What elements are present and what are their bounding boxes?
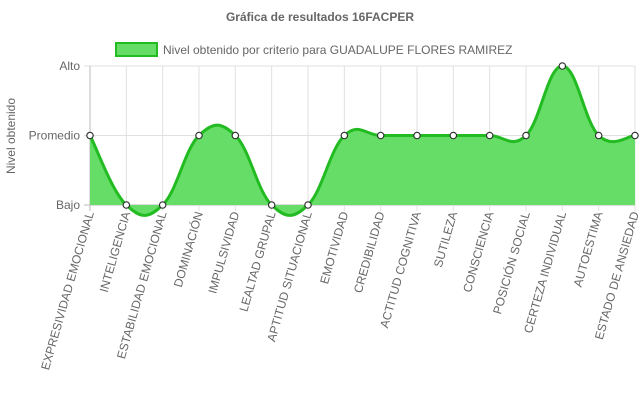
data-point-1[interactable] — [122, 201, 131, 209]
data-point-11[interactable] — [485, 131, 494, 140]
chart-title: Gráfica de resultados 16FACPER — [226, 10, 414, 24]
data-points — [86, 62, 639, 209]
data-point-8[interactable] — [376, 131, 385, 140]
data-point-10[interactable] — [449, 131, 458, 140]
data-point-5[interactable] — [267, 201, 276, 209]
x-tick-label: DOMINACIÓN — [170, 210, 206, 289]
x-tick-label: LEALTAD GRUPAL — [237, 210, 279, 314]
data-point-13[interactable] — [558, 62, 567, 70]
x-tick-label: INTELIGENCIA — [97, 210, 133, 294]
data-point-3[interactable] — [195, 131, 203, 140]
x-tick-label: CONSCIENCIA — [460, 210, 496, 294]
y-tick-label: Promedio — [29, 129, 81, 143]
data-point-0[interactable] — [86, 131, 94, 140]
data-point-14[interactable] — [594, 131, 603, 140]
legend-swatch[interactable] — [115, 42, 158, 57]
legend-label[interactable]: Nivel obtenido por criterio para GUADALU… — [163, 43, 512, 57]
data-point-6[interactable] — [304, 201, 312, 209]
x-tick-label: IMPULSIVIDAD — [205, 210, 242, 296]
x-tick-label: CREDIBILIDAD — [351, 210, 388, 295]
y-tick-label: Bajo — [56, 198, 80, 212]
x-tick-label: ACTITUD COGNITIVA — [377, 210, 424, 330]
data-point-7[interactable] — [340, 131, 349, 140]
x-axis-ticks: EXPRESIVIDAD EMOCIONAL INTELIGENCIAESTABI… — [38, 209, 639, 371]
data-point-9[interactable] — [413, 131, 421, 140]
series-line — [88, 64, 636, 217]
data-point-2[interactable] — [158, 201, 167, 209]
x-tick-label: SUTILEZA — [431, 210, 460, 269]
y-axis-title: Nivel obtenido — [4, 98, 18, 174]
data-point-12[interactable] — [522, 131, 530, 140]
y-tick-label: Alto — [59, 59, 80, 73]
x-tick-label: AUTOESTIMA — [571, 210, 606, 289]
x-tick-label: EXPRESIVIDAD EMOCIONAL — [38, 210, 97, 372]
data-point-4[interactable] — [231, 131, 240, 140]
x-tick-label: POSICIÓN SOCIAL — [489, 209, 533, 315]
x-tick-label: EMOTIVIDAD — [317, 210, 351, 286]
series-area — [90, 66, 635, 216]
y-axis-ticks: Bajo Promedio Alto — [29, 59, 81, 212]
data-point-15[interactable] — [631, 131, 639, 140]
